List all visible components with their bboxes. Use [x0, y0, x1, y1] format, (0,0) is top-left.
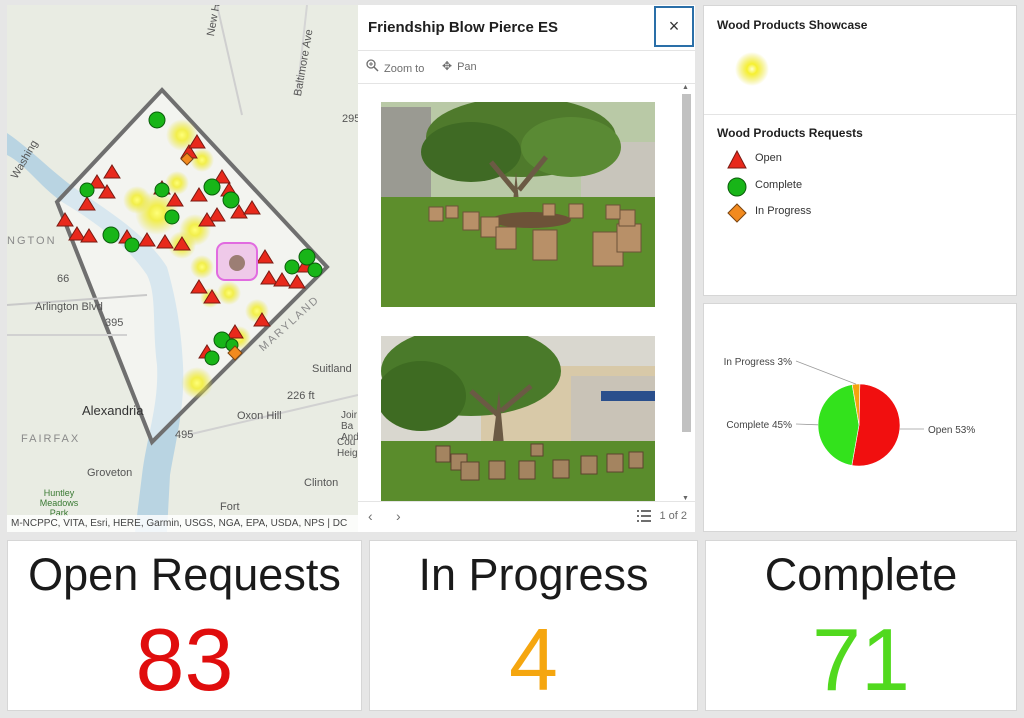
complete-title: Complete [764, 549, 958, 600]
legend-divider [704, 114, 1016, 115]
pan-icon: ✥ [442, 59, 453, 73]
next-page-icon[interactable]: › [396, 508, 401, 524]
map-label-suitland: Suitland [312, 363, 352, 375]
legend-panel: Wood Products Showcase Wood Products Req… [703, 5, 1017, 296]
open-triangle-icon [727, 149, 747, 169]
pie-label-in: In Progress 3% [724, 357, 792, 368]
popup-actions: Zoom to ✥ Pan [358, 50, 695, 84]
map-view[interactable]: New Hampshire Ave Baltimore Ave Washing … [7, 5, 358, 532]
map-label-r66: 66 [57, 273, 70, 285]
zoom-in-icon [366, 59, 379, 75]
feature-list-icon[interactable] [637, 510, 651, 525]
pie-slice-in[interactable] [851, 383, 861, 426]
previous-page-icon[interactable]: ‹ [368, 508, 373, 524]
pie-label-complete: Complete 45% [726, 420, 792, 431]
in-progress-diamond-icon [727, 203, 747, 223]
map-label-county: Cou Heig [337, 437, 358, 459]
pie-chart-svg[interactable]: Open 53% Complete 45% In Progress 3% [704, 304, 1018, 533]
status-pie-chart[interactable]: Open 53% Complete 45% In Progress 3% [703, 303, 1017, 532]
legend-label-complete: Complete [755, 179, 803, 191]
scroll-thumb[interactable] [682, 94, 691, 432]
popup-header: Friendship Blow Pierce ES × [358, 5, 695, 51]
scroll-down-icon[interactable]: ▼ [682, 495, 689, 502]
open-requests-title: Open Requests [28, 549, 341, 600]
pan-button[interactable]: ✥ Pan [442, 59, 477, 73]
popup-footer: ‹ › 1 of 2 [358, 501, 695, 532]
feature-popup: Friendship Blow Pierce ES × Zoom to ✥ Pan [358, 5, 695, 532]
map-label-alexandria: Alexandria [82, 403, 144, 418]
map-attribution: M-NCPPC, VITA, Esri, HERE, Garmin, USGS,… [7, 515, 358, 532]
map-label-huntley: Huntley Meadows Park [39, 488, 79, 518]
photo-tree-stumps-1 [381, 102, 655, 307]
popup-scrollbar[interactable]: ▲ ▼ [680, 84, 692, 502]
popup-title: Friendship Blow Pierce ES [368, 19, 559, 36]
scroll-up-icon[interactable]: ▲ [682, 84, 689, 91]
map-label-arlington: Arlington Blvd [35, 301, 103, 313]
complete-value: 71 [812, 610, 910, 709]
complete-circle-icon [727, 177, 747, 197]
close-button[interactable]: × [654, 6, 694, 47]
map-label-clinton: Clinton [304, 477, 339, 489]
page-count: 1 of 2 [659, 510, 687, 522]
map-label-r295: 295 [342, 113, 358, 125]
legend-requests-title: Wood Products Requests [717, 126, 863, 140]
map-label-ngton: NGTON [7, 235, 57, 247]
complete-indicator: Complete 71 [705, 540, 1017, 711]
legend-label-open: Open [755, 152, 782, 164]
zoom-to-label: Zoom to [384, 63, 425, 75]
open-requests-indicator: Open Requests 83 [7, 540, 362, 711]
legend-label-in-progress: In Progress [755, 205, 812, 217]
map-canvas[interactable] [7, 5, 358, 532]
legend-showcase-title: Wood Products Showcase [717, 18, 868, 32]
in-progress-indicator: In Progress 4 [369, 540, 698, 711]
map-label-r395: 395 [105, 317, 124, 329]
map-label-oxonhill: Oxon Hill [237, 410, 282, 422]
map-label-joint: Joir Ba And [341, 410, 358, 443]
photo-tree-stumps-2 [381, 336, 655, 502]
in-progress-title: In Progress [418, 549, 649, 600]
pie-slice-complete[interactable] [817, 384, 860, 466]
pie-leader-line [795, 360, 857, 385]
map-label-fort: Fort [220, 501, 240, 513]
pie-label-open: Open 53% [928, 425, 975, 436]
map-label-groveton: Groveton [87, 467, 133, 479]
in-progress-value: 4 [509, 610, 558, 709]
showcase-glow-icon [735, 52, 769, 86]
map-label-fairfax: FAIRFAX [21, 433, 81, 445]
pan-label: Pan [457, 61, 477, 73]
pie-slice-open[interactable] [851, 383, 901, 467]
open-request-markers[interactable] [56, 134, 314, 359]
pie-leader-line [795, 423, 819, 426]
map-label-r495: 495 [175, 429, 194, 441]
open-requests-value: 83 [135, 610, 234, 709]
in-progress-markers[interactable] [180, 152, 243, 361]
map-label-elevation: 226 ft [287, 390, 315, 402]
popup-content[interactable] [358, 84, 680, 502]
zoom-to-button[interactable]: Zoom to [366, 59, 424, 75]
